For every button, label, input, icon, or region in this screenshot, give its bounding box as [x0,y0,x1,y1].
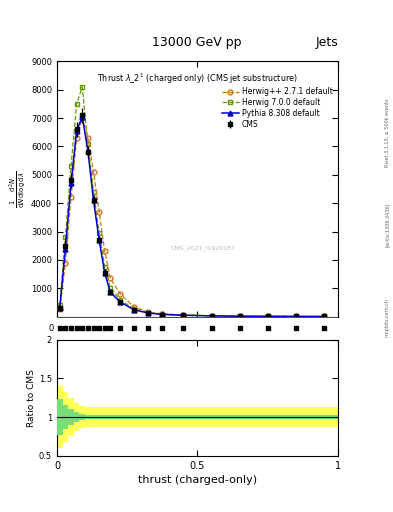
Text: Jets: Jets [315,36,338,49]
Pythia 8.308 default [69,180,73,186]
Text: 0: 0 [49,324,54,333]
Herwig 7.0.0 default [321,313,326,319]
Herwig++ 2.7.1 default [181,312,186,318]
Herwig 7.0.0 default [80,84,84,90]
Herwig++ 2.7.1 default [63,260,68,266]
Text: Thrust $\lambda\_2^1$ (charged only) (CMS jet substructure): Thrust $\lambda\_2^1$ (charged only) (CM… [97,72,298,86]
Herwig++ 2.7.1 default [86,135,90,141]
Herwig++ 2.7.1 default [237,313,242,319]
Herwig++ 2.7.1 default [103,248,107,254]
Herwig 7.0.0 default [294,313,298,319]
Pythia 8.308 default [160,311,165,317]
Herwig++ 2.7.1 default [265,313,270,319]
Line: Herwig 7.0.0 default: Herwig 7.0.0 default [57,84,326,319]
Text: [arXiv:1306.3436]: [arXiv:1306.3436] [385,203,390,247]
Herwig 7.0.0 default [97,230,101,236]
Herwig 7.0.0 default [86,141,90,147]
Pythia 8.308 default [237,313,242,319]
Herwig++ 2.7.1 default [91,169,96,175]
Herwig++ 2.7.1 default [108,275,113,282]
Herwig++ 2.7.1 default [321,313,326,319]
Herwig++ 2.7.1 default [160,311,165,317]
Legend: Herwig++ 2.7.1 default, Herwig 7.0.0 default, Pythia 8.308 default, CMS: Herwig++ 2.7.1 default, Herwig 7.0.0 def… [219,84,336,132]
Line: Pythia 8.308 default: Pythia 8.308 default [57,114,326,319]
Pythia 8.308 default [63,245,68,251]
Text: mcplots.cern.ch: mcplots.cern.ch [385,298,390,337]
Pythia 8.308 default [80,114,84,120]
Herwig++ 2.7.1 default [80,115,84,121]
Herwig++ 2.7.1 default [74,135,79,141]
Herwig 7.0.0 default [146,309,151,315]
Herwig++ 2.7.1 default [118,291,123,297]
Y-axis label: $\frac{1}{\mathrm{d}N}\frac{\mathrm{d}^2N}{\mathrm{d}\log\mathrm{d}\,\lambda}$: $\frac{1}{\mathrm{d}N}\frac{\mathrm{d}^2… [8,170,28,208]
Herwig++ 2.7.1 default [209,313,214,319]
Pythia 8.308 default [91,197,96,203]
Herwig 7.0.0 default [74,101,79,107]
Herwig 7.0.0 default [132,306,137,312]
Herwig 7.0.0 default [237,313,242,319]
Herwig 7.0.0 default [57,302,62,308]
Herwig 7.0.0 default [181,312,186,318]
Pythia 8.308 default [132,307,137,313]
Pythia 8.308 default [57,305,62,311]
Herwig 7.0.0 default [69,163,73,169]
Text: Rivet 3.1.10, ≥ 500k events: Rivet 3.1.10, ≥ 500k events [385,99,390,167]
Line: Herwig++ 2.7.1 default: Herwig++ 2.7.1 default [57,116,326,319]
Herwig++ 2.7.1 default [294,313,298,319]
Herwig 7.0.0 default [209,313,214,319]
Pythia 8.308 default [209,313,214,319]
Herwig++ 2.7.1 default [132,304,137,310]
Text: 13000 GeV pp: 13000 GeV pp [152,36,241,49]
Herwig 7.0.0 default [265,313,270,319]
Herwig 7.0.0 default [108,285,113,291]
Y-axis label: Ratio to CMS: Ratio to CMS [27,369,36,426]
Text: CMS_2021_I1920187: CMS_2021_I1920187 [171,245,235,250]
Pythia 8.308 default [181,312,186,318]
Herwig++ 2.7.1 default [57,306,62,312]
Herwig 7.0.0 default [118,297,123,303]
Herwig++ 2.7.1 default [146,309,151,315]
Herwig++ 2.7.1 default [69,195,73,201]
Herwig 7.0.0 default [63,234,68,240]
X-axis label: thrust (charged-only): thrust (charged-only) [138,475,257,485]
Pythia 8.308 default [108,289,113,295]
Pythia 8.308 default [103,270,107,276]
Herwig 7.0.0 default [91,189,96,195]
Pythia 8.308 default [74,128,79,134]
Herwig 7.0.0 default [160,311,165,317]
Pythia 8.308 default [118,299,123,305]
Pythia 8.308 default [294,313,298,319]
Herwig 7.0.0 default [103,264,107,270]
Pythia 8.308 default [97,237,101,243]
Herwig++ 2.7.1 default [97,208,101,215]
Pythia 8.308 default [321,313,326,319]
Pythia 8.308 default [265,313,270,319]
Pythia 8.308 default [86,147,90,154]
Pythia 8.308 default [146,310,151,316]
